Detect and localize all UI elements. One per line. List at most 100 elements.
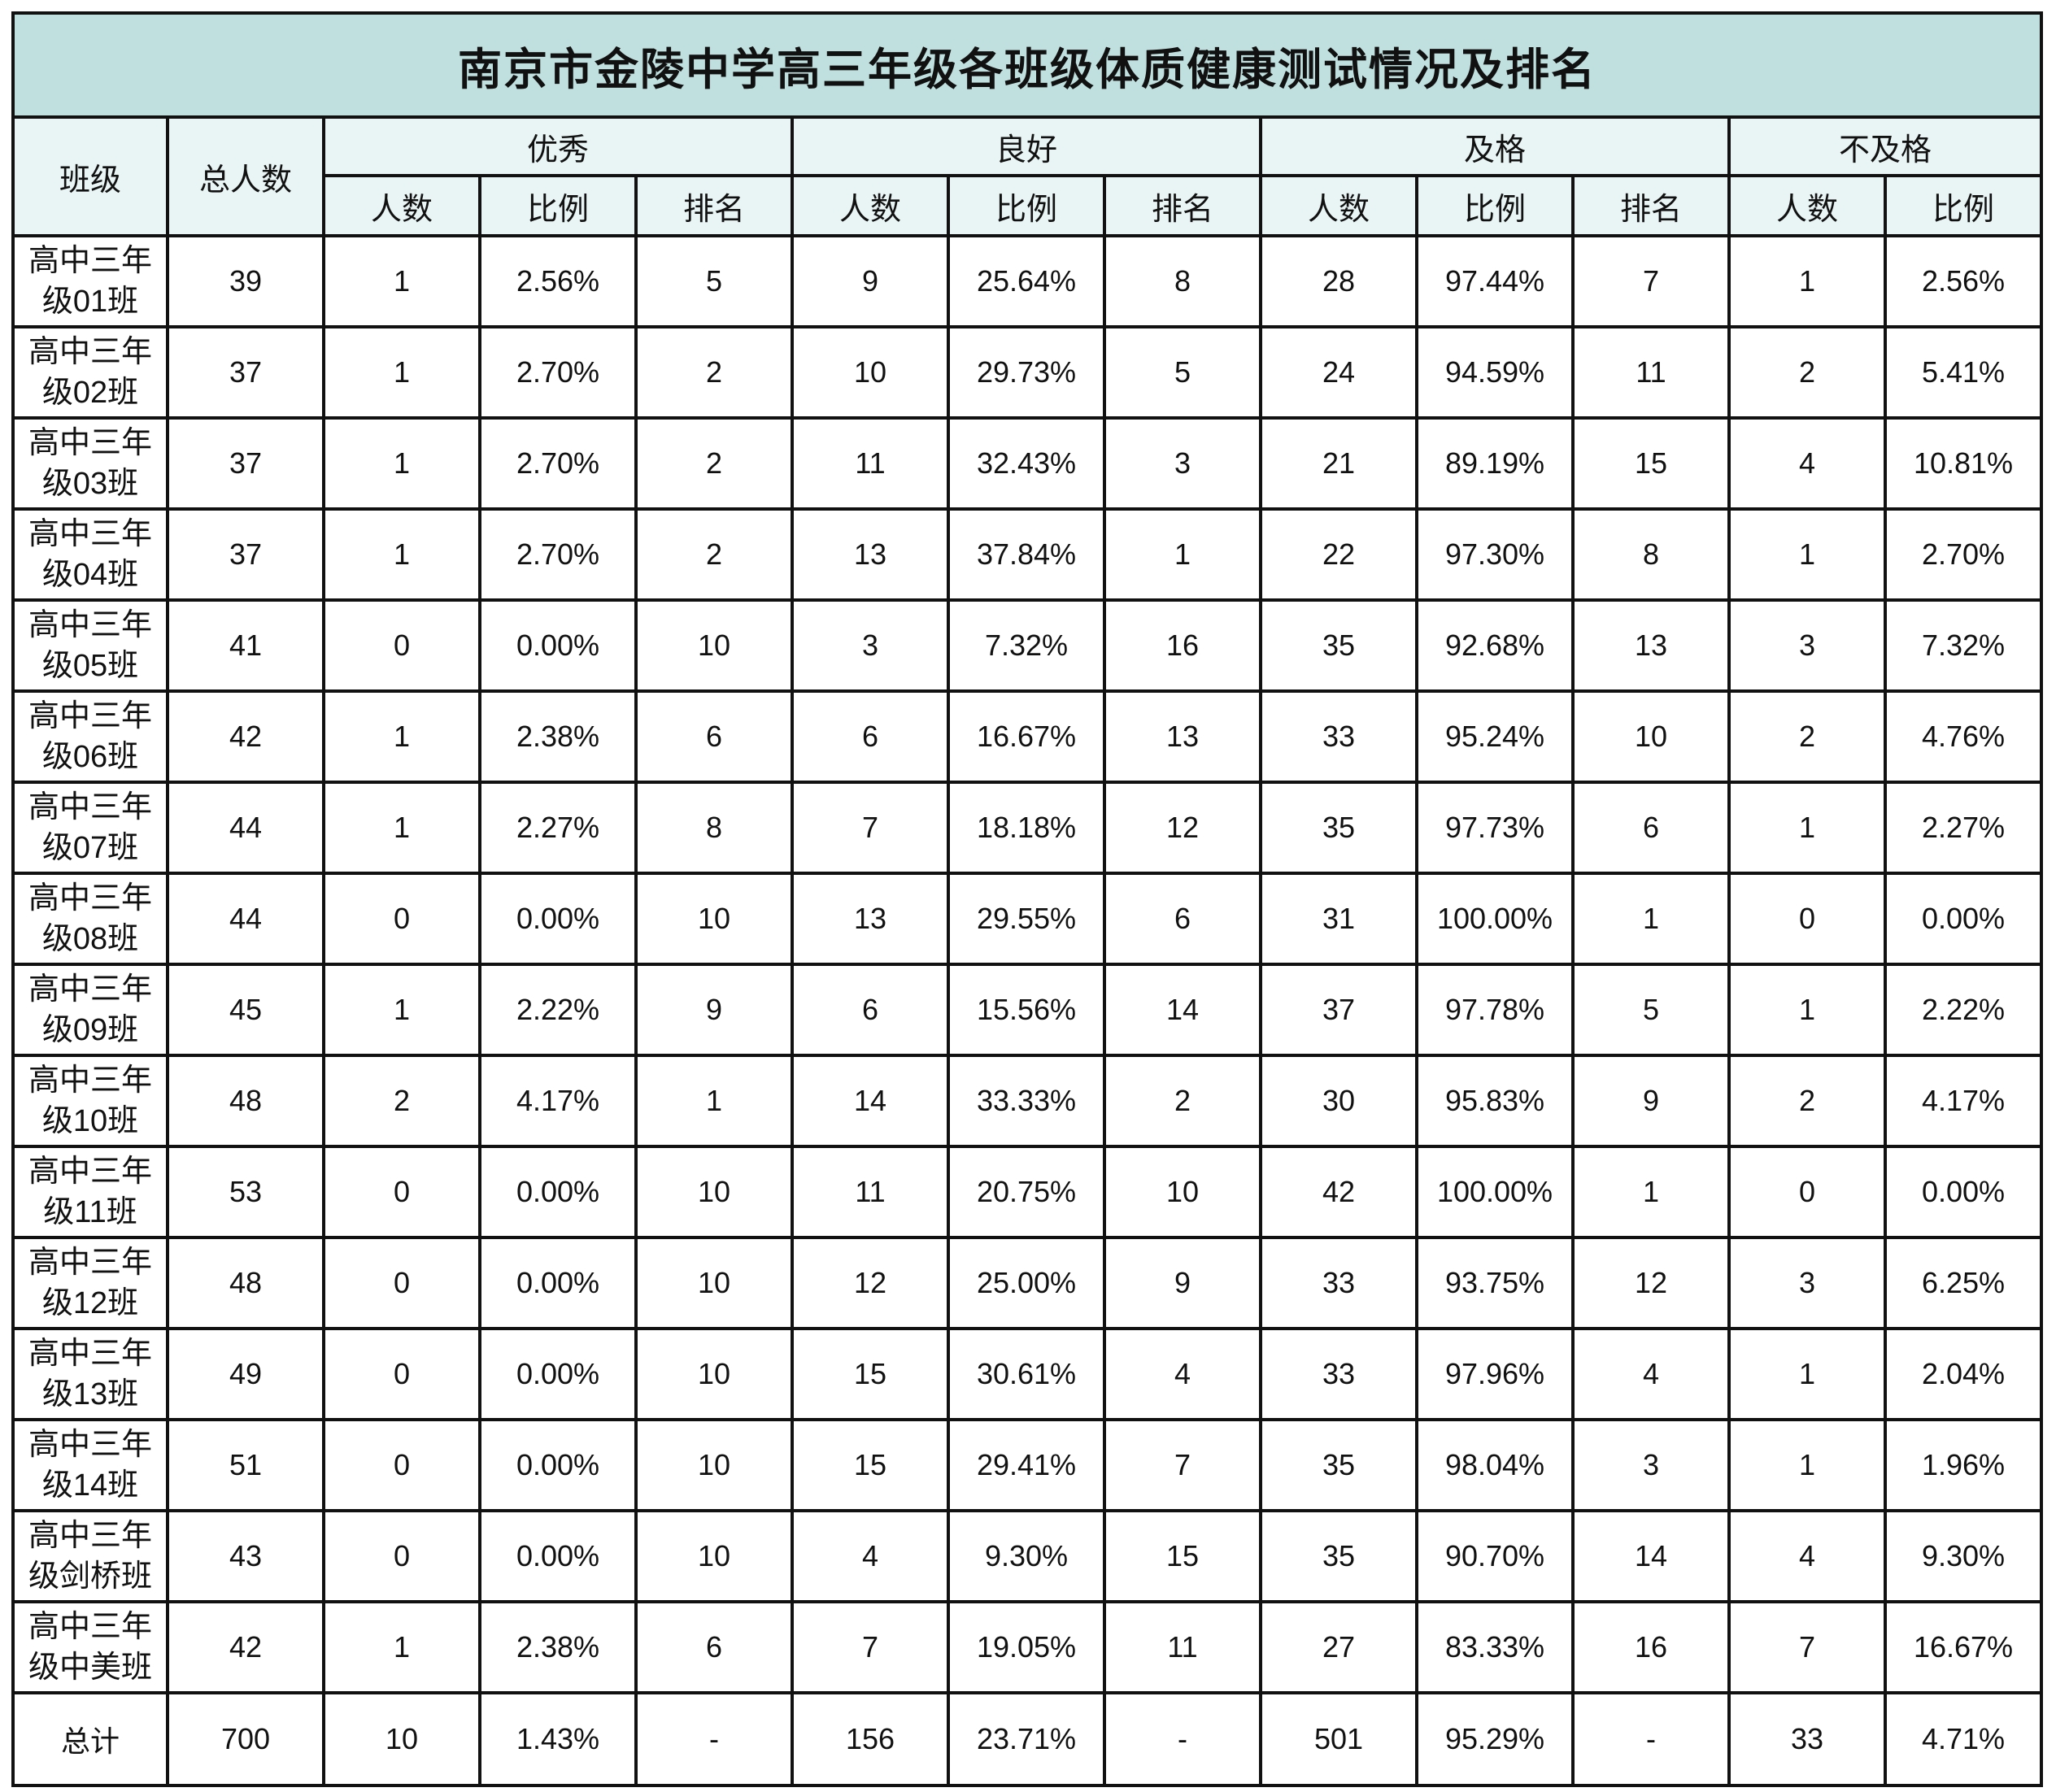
data-cell: 35: [1259, 1509, 1418, 1603]
table-row: 高中三年级12班 48 0 0.00% 10 12 25.00% 9 33 93.75% 12 3 6.…: [11, 1236, 2043, 1330]
data-cell: 97.30%: [1415, 507, 1575, 602]
data-cell: 92.68%: [1415, 598, 1575, 693]
table-row: 高中三年级04班 37 1 2.70% 2 13 37.84% 1 22 97.30% 8 1 2.70…: [11, 507, 2043, 602]
data-cell: 2.70%: [478, 507, 638, 602]
data-cell: 5: [1571, 963, 1731, 1057]
data-cell: 12: [1571, 1236, 1731, 1330]
total-cell: -: [1103, 1691, 1262, 1787]
data-cell: 18.18%: [947, 781, 1106, 875]
total-cell: 95.29%: [1415, 1691, 1575, 1787]
data-cell: 0: [322, 1418, 481, 1512]
data-cell: 35: [1259, 598, 1418, 693]
data-cell: 2: [322, 1054, 481, 1148]
total-cell: 700: [166, 1691, 325, 1787]
total-cell: -: [1571, 1691, 1731, 1787]
table-row: 高中三年级11班 53 0 0.00% 10 11 20.75% 10 42 100.00% 1 0 0…: [11, 1145, 2043, 1239]
data-cell: 4.76%: [1884, 689, 2043, 784]
data-cell: 35: [1259, 1418, 1418, 1512]
data-cell: 13: [791, 507, 950, 602]
data-cell: 27: [1259, 1600, 1418, 1694]
class-name-cell: 高中三年级07班: [11, 781, 169, 875]
data-cell: 20.75%: [947, 1145, 1106, 1239]
data-cell: 94.59%: [1415, 325, 1575, 420]
data-cell: 4: [791, 1509, 950, 1603]
data-cell: 6: [1103, 872, 1262, 966]
data-cell: 9: [1571, 1054, 1731, 1148]
data-cell: 25.00%: [947, 1236, 1106, 1330]
data-cell: 2.38%: [478, 1600, 638, 1694]
total-cell: 4.71%: [1884, 1691, 2043, 1787]
table-row: 高中三年级中美班 42 1 2.38% 6 7 19.05% 11 27 83.33% 16 7 16.…: [11, 1600, 2043, 1694]
data-cell: 33.33%: [947, 1054, 1106, 1148]
data-cell: 4: [1103, 1327, 1262, 1421]
data-cell: 4.17%: [478, 1054, 638, 1148]
data-cell: 30: [1259, 1054, 1418, 1148]
data-cell: 3: [1727, 598, 1887, 693]
data-cell: 6.25%: [1884, 1236, 2043, 1330]
data-cell: 2.56%: [478, 234, 638, 328]
data-cell: 10: [1103, 1145, 1262, 1239]
data-cell: 0.00%: [478, 1418, 638, 1512]
table-row: 高中三年级07班 44 1 2.27% 8 7 18.18% 12 35 97.73% 6 1 2.27…: [11, 781, 2043, 875]
subheader-cell: 比例: [1415, 174, 1575, 237]
data-cell: 2: [1727, 325, 1887, 420]
data-cell: 6: [634, 689, 794, 784]
data-cell: 10: [634, 1236, 794, 1330]
data-cell: 32.43%: [947, 416, 1106, 511]
data-cell: 49: [166, 1327, 325, 1421]
subheader-cell: 人数: [322, 174, 481, 237]
data-cell: 41: [166, 598, 325, 693]
data-cell: 1: [322, 416, 481, 511]
data-cell: 93.75%: [1415, 1236, 1575, 1330]
subheader-cell: 人数: [1727, 174, 1887, 237]
table-row: 高中三年级05班 41 0 0.00% 10 3 7.32% 16 35 92.68% 13 3 7.3…: [11, 598, 2043, 693]
data-cell: 1: [322, 963, 481, 1057]
data-cell: 13: [1571, 598, 1731, 693]
total-cell: 501: [1259, 1691, 1418, 1787]
data-cell: 8: [1571, 507, 1731, 602]
table-title: 南京市金陵中学高三年级各班级体质健康测试情况及排名: [11, 11, 2043, 119]
data-cell: 0.00%: [478, 1509, 638, 1603]
data-cell: 2: [1727, 1054, 1887, 1148]
data-cell: 39: [166, 234, 325, 328]
data-cell: 6: [634, 1600, 794, 1694]
data-cell: 11: [1103, 1600, 1262, 1694]
data-cell: 10.81%: [1884, 416, 2043, 511]
total-label: 总计: [11, 1691, 169, 1787]
data-cell: 0: [322, 598, 481, 693]
data-cell: 10: [634, 598, 794, 693]
data-cell: 33: [1259, 1327, 1418, 1421]
class-name-cell: 高中三年级09班: [11, 963, 169, 1057]
subheader-cell: 人数: [791, 174, 950, 237]
data-cell: 1: [1727, 234, 1887, 328]
data-cell: 5: [634, 234, 794, 328]
data-cell: 16: [1571, 1600, 1731, 1694]
data-cell: 16: [1103, 598, 1262, 693]
data-cell: 0.00%: [1884, 872, 2043, 966]
data-cell: 2: [634, 325, 794, 420]
data-cell: 1: [1727, 1327, 1887, 1421]
data-cell: 33: [1259, 689, 1418, 784]
data-cell: 15.56%: [947, 963, 1106, 1057]
data-cell: 95.24%: [1415, 689, 1575, 784]
data-cell: 48: [166, 1054, 325, 1148]
data-cell: 95.83%: [1415, 1054, 1575, 1148]
table-row: 高中三年级02班 37 1 2.70% 2 10 29.73% 5 24 94.59% 11 2 5.4…: [11, 325, 2043, 420]
class-name-cell: 高中三年级11班: [11, 1145, 169, 1239]
data-cell: 29.73%: [947, 325, 1106, 420]
data-cell: 5.41%: [1884, 325, 2043, 420]
data-cell: 4.17%: [1884, 1054, 2043, 1148]
data-cell: 37: [166, 416, 325, 511]
data-cell: 1: [1103, 507, 1262, 602]
table-row: 高中三年级03班 37 1 2.70% 2 11 32.43% 3 21 89.19% 15 4 10.…: [11, 416, 2043, 511]
class-name-cell: 高中三年级05班: [11, 598, 169, 693]
data-cell: 37: [166, 325, 325, 420]
data-cell: 29.55%: [947, 872, 1106, 966]
data-cell: 8: [1103, 234, 1262, 328]
data-cell: 9.30%: [1884, 1509, 2043, 1603]
class-name-cell: 高中三年级02班: [11, 325, 169, 420]
data-cell: 10: [634, 872, 794, 966]
subheader-cell: 人数: [1259, 174, 1418, 237]
data-cell: 10: [634, 1418, 794, 1512]
data-cell: 7: [1103, 1418, 1262, 1512]
